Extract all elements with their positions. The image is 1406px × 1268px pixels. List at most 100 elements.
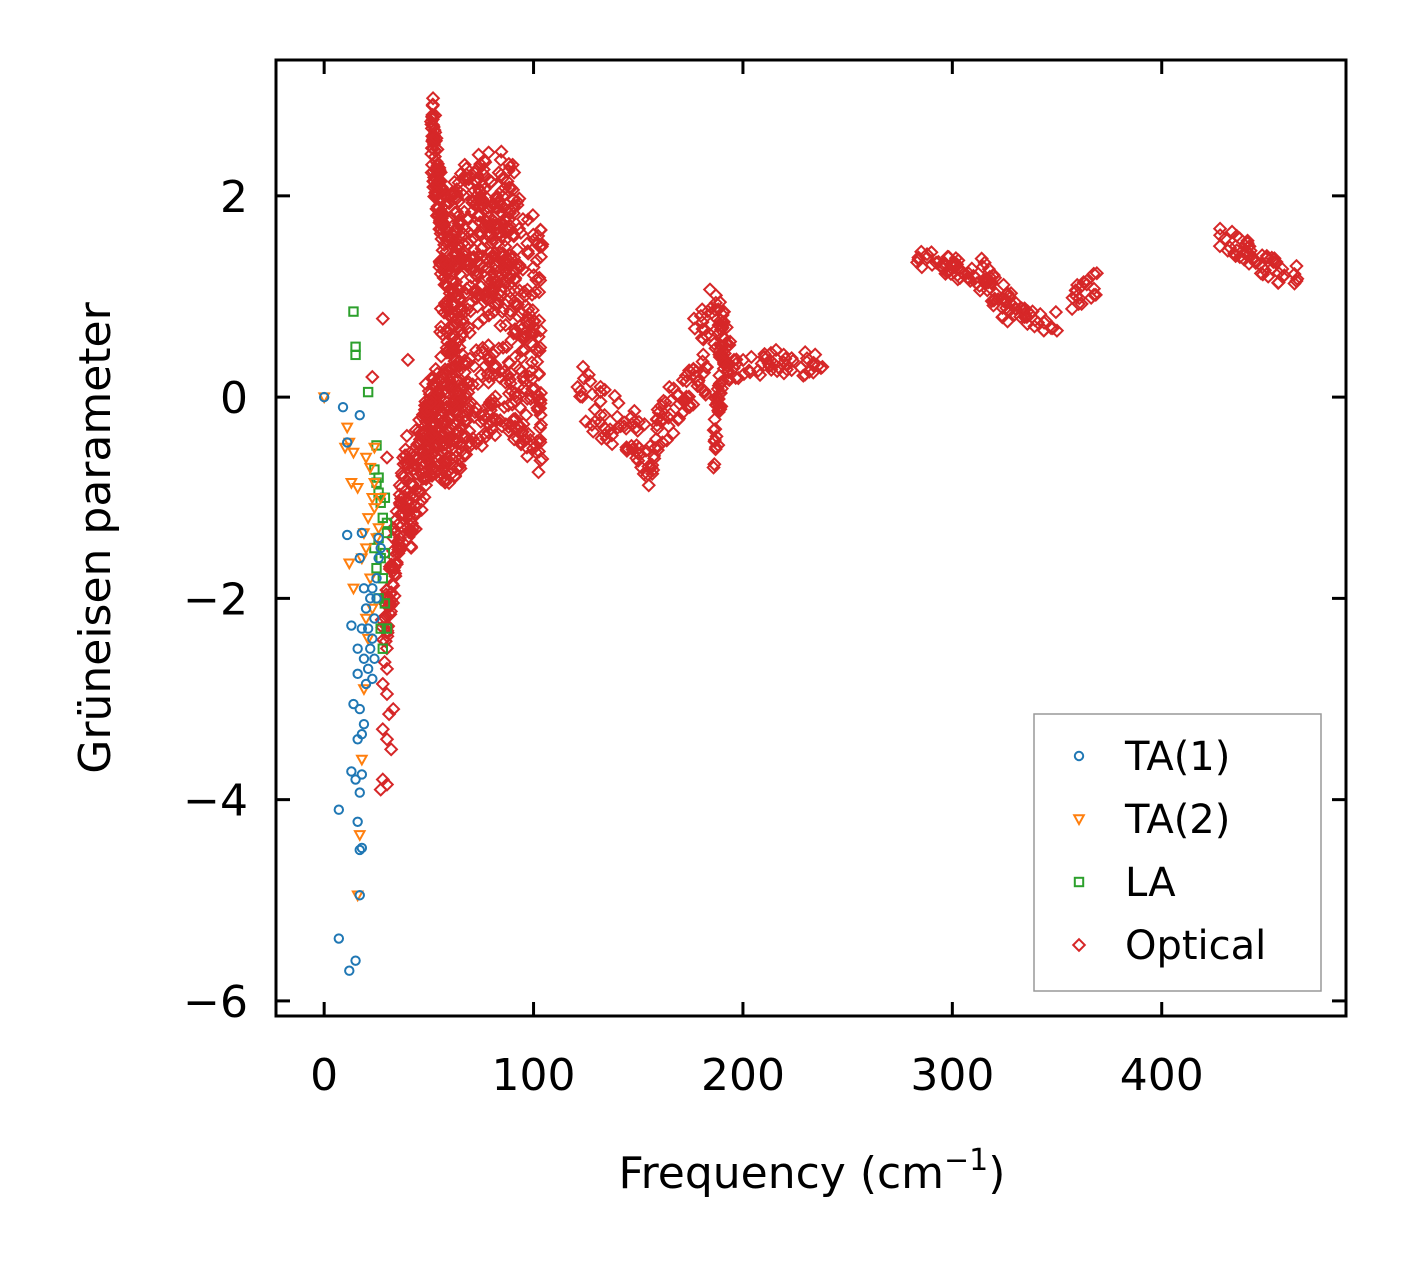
data-point (459, 281, 474, 296)
data-point (709, 429, 724, 444)
data-point (427, 185, 443, 200)
data-point (400, 352, 416, 368)
data-point (449, 311, 465, 326)
data-point (457, 157, 472, 173)
data-point (518, 383, 534, 399)
data-point (707, 457, 722, 472)
data-point (374, 493, 388, 505)
data-point (403, 540, 419, 556)
data-point (506, 192, 521, 207)
x-axis-label: Frequency (cm−1) (619, 1143, 1006, 1199)
data-point (356, 527, 368, 539)
legend-item: TA(1) (1073, 734, 1230, 780)
legend-marker (1072, 814, 1086, 827)
data-point (456, 182, 471, 198)
data-point (977, 255, 992, 270)
data-point (703, 316, 718, 332)
data-point (448, 257, 463, 272)
data-point (428, 361, 443, 377)
data-point (430, 142, 445, 157)
data-point (466, 358, 481, 374)
data-point (513, 437, 529, 452)
data-point (526, 260, 541, 275)
data-point (526, 268, 542, 283)
data-point (365, 493, 379, 505)
y-tick-label: 0 (220, 373, 248, 424)
data-point (641, 478, 656, 493)
data-point (371, 562, 382, 574)
data-point (375, 623, 386, 634)
data-point (797, 344, 813, 360)
data-point (440, 212, 455, 227)
data-point (484, 174, 499, 190)
data-point (477, 426, 492, 441)
x-tick-label: 300 (910, 1050, 994, 1101)
data-point (373, 552, 384, 564)
data-point (468, 282, 484, 298)
data-point (490, 220, 506, 236)
data-point (491, 286, 506, 302)
data-point (356, 623, 368, 634)
data-point (919, 246, 935, 262)
data-point (484, 414, 499, 429)
data-point (531, 366, 547, 381)
legend-label: Optical (1125, 923, 1266, 969)
data-point (524, 355, 540, 370)
data-points (317, 91, 1305, 976)
data-point (520, 391, 535, 406)
data-point (1241, 256, 1257, 271)
data-point (716, 314, 731, 330)
data-point (346, 620, 357, 631)
data-point (1000, 286, 1015, 301)
data-point (966, 268, 981, 284)
data-point (365, 593, 376, 604)
data-point (348, 698, 359, 710)
data-point (401, 525, 417, 540)
data-point (443, 308, 458, 323)
data-point (518, 407, 534, 423)
legend-marker (1073, 876, 1085, 888)
data-point (470, 208, 485, 223)
data-point (451, 385, 466, 401)
data-point (919, 250, 935, 265)
data-point (474, 345, 490, 360)
data-point (418, 376, 433, 392)
data-point (711, 437, 726, 453)
data-point (477, 153, 492, 168)
data-point (506, 165, 522, 180)
data-point (708, 441, 723, 457)
data-point (721, 371, 736, 387)
data-point (515, 330, 530, 346)
x-tick-label: 100 (492, 1050, 576, 1101)
data-point (379, 661, 395, 677)
data-point (388, 566, 403, 581)
data-point (375, 311, 391, 326)
data-point (381, 623, 393, 634)
data-point (924, 245, 939, 260)
data-point (719, 358, 734, 373)
data-point (450, 364, 465, 380)
data-point (467, 404, 483, 420)
data-point (436, 404, 451, 420)
data-point (365, 643, 376, 654)
data-point (1220, 243, 1235, 258)
data-point (488, 297, 503, 312)
data-point (448, 304, 464, 320)
data-point (337, 401, 349, 413)
data-point (498, 263, 513, 279)
data-point (474, 438, 490, 453)
legend-item: LA (1073, 860, 1176, 906)
data-point (440, 230, 456, 245)
data-point (630, 453, 646, 468)
data-point (425, 117, 440, 133)
data-point (342, 558, 356, 571)
data-point (481, 338, 496, 353)
data-point (367, 503, 381, 515)
data-point (514, 305, 529, 321)
data-point (529, 272, 544, 288)
data-point (510, 431, 526, 446)
data-point (445, 349, 461, 364)
data-point (346, 583, 360, 596)
data-point (708, 295, 724, 311)
